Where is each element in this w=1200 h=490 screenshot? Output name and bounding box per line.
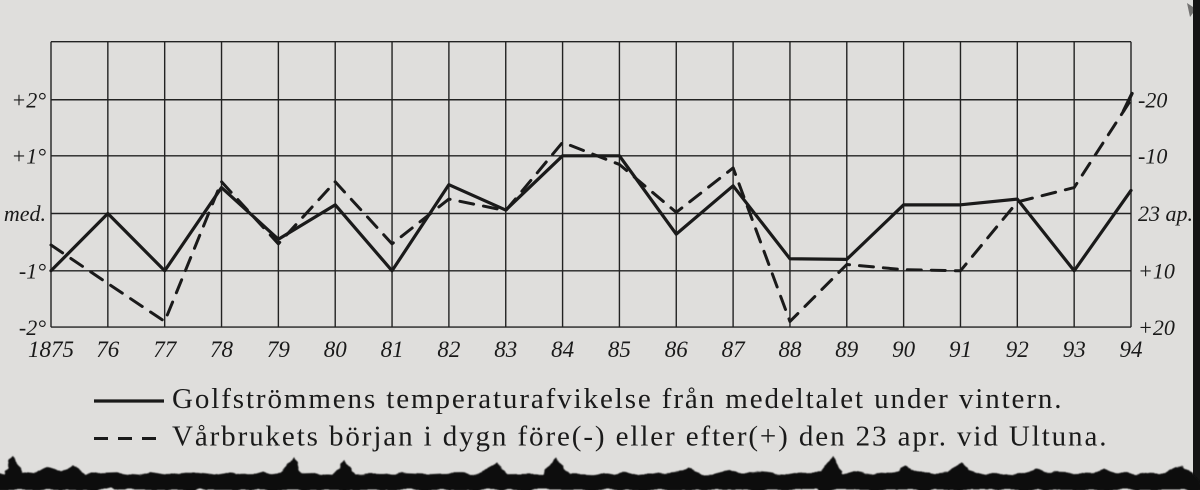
svg-text:Vårbrukets början i dygn före(: Vårbrukets början i dygn före(-) eller e… (172, 421, 1108, 453)
svg-text:-10: -10 (1138, 144, 1167, 169)
svg-text:Golfströmmens temperaturafvike: Golfströmmens temperaturafvikelse från m… (172, 383, 1063, 415)
svg-text:93: 93 (1063, 337, 1086, 362)
svg-text:87: 87 (722, 337, 747, 362)
svg-text:-20: -20 (1138, 88, 1167, 113)
svg-text:85: 85 (608, 337, 631, 362)
svg-text:83: 83 (494, 337, 517, 362)
svg-text:94: 94 (1120, 337, 1143, 362)
svg-text:76: 76 (96, 337, 120, 362)
svg-text:-1°: -1° (19, 259, 46, 284)
svg-text:91: 91 (949, 337, 972, 362)
svg-text:77: 77 (153, 337, 178, 362)
svg-text:92: 92 (1006, 337, 1029, 362)
svg-text:+10: +10 (1138, 259, 1175, 284)
svg-text:79: 79 (267, 337, 291, 362)
svg-text:+20: +20 (1138, 315, 1175, 340)
svg-text:88: 88 (779, 337, 803, 362)
svg-text:+1°: +1° (11, 144, 46, 169)
svg-text:81: 81 (381, 337, 404, 362)
svg-text:84: 84 (551, 337, 574, 362)
svg-text:+2°: +2° (11, 88, 46, 113)
svg-text:80: 80 (324, 337, 348, 362)
svg-text:1875: 1875 (28, 337, 74, 362)
svg-text:78: 78 (210, 337, 234, 362)
svg-text:86: 86 (665, 337, 689, 362)
svg-text:23 ap.: 23 ap. (1138, 201, 1193, 226)
svg-text:82: 82 (437, 337, 460, 362)
svg-text:90: 90 (892, 337, 916, 362)
svg-text:med.: med. (4, 201, 46, 226)
svg-text:89: 89 (835, 337, 859, 362)
